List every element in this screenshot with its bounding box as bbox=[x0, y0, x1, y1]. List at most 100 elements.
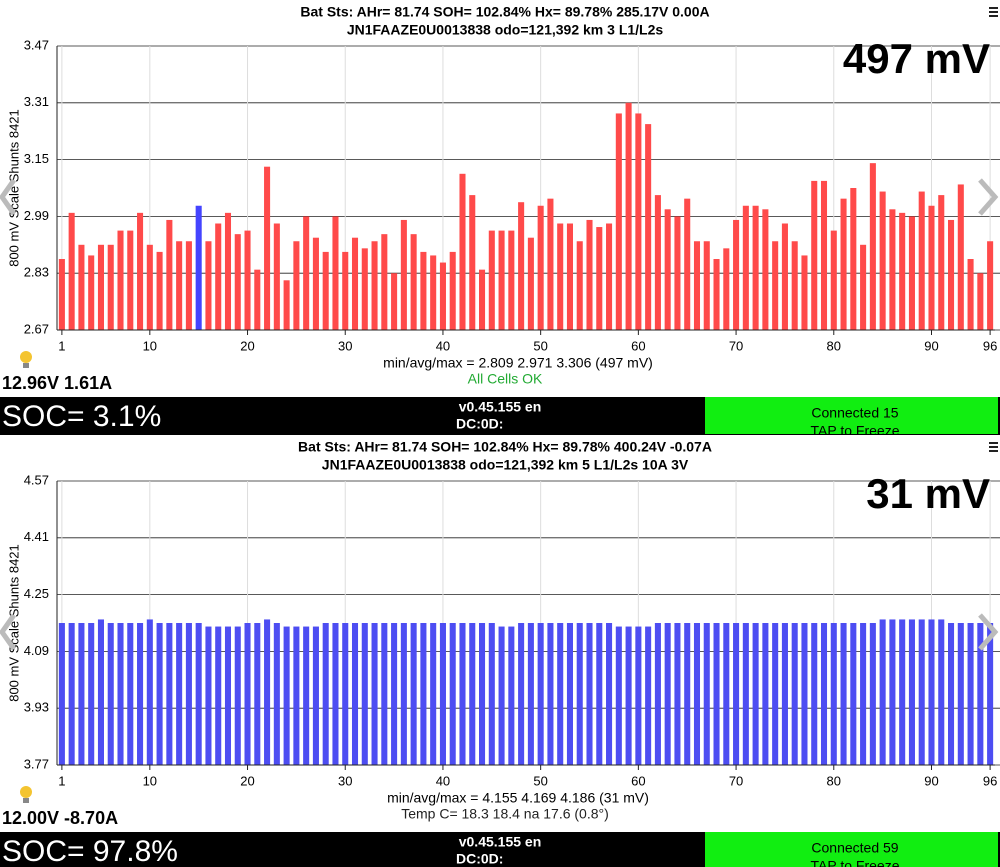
bar[interactable] bbox=[254, 269, 261, 330]
bar[interactable] bbox=[410, 234, 417, 330]
bar[interactable] bbox=[68, 623, 75, 765]
bar[interactable] bbox=[557, 223, 564, 331]
bar[interactable] bbox=[479, 623, 486, 765]
bar[interactable] bbox=[781, 623, 788, 765]
bar[interactable] bbox=[127, 623, 134, 765]
bar[interactable] bbox=[469, 195, 476, 330]
bar[interactable] bbox=[400, 219, 407, 330]
connect-bg[interactable] bbox=[705, 832, 998, 867]
bar[interactable] bbox=[899, 619, 906, 765]
bar[interactable] bbox=[703, 241, 710, 330]
menu-icon[interactable] bbox=[989, 7, 998, 9]
bar[interactable] bbox=[742, 623, 749, 765]
bar[interactable] bbox=[811, 623, 818, 765]
bar[interactable] bbox=[97, 244, 104, 330]
bar[interactable] bbox=[303, 626, 310, 765]
bar[interactable] bbox=[361, 248, 368, 330]
bar[interactable] bbox=[224, 212, 232, 330]
bar[interactable] bbox=[586, 219, 593, 330]
bar[interactable] bbox=[381, 623, 388, 765]
bar[interactable] bbox=[987, 623, 994, 765]
bar[interactable] bbox=[215, 626, 222, 765]
bar[interactable] bbox=[479, 269, 486, 330]
bar[interactable] bbox=[801, 623, 808, 765]
menu-icon[interactable] bbox=[989, 11, 998, 13]
bar[interactable] bbox=[664, 209, 671, 330]
bar[interactable] bbox=[498, 626, 505, 765]
menu-icon[interactable] bbox=[989, 446, 998, 448]
bar[interactable] bbox=[508, 230, 515, 330]
bar[interactable] bbox=[58, 623, 65, 765]
bar[interactable] bbox=[772, 241, 779, 330]
bar[interactable] bbox=[576, 623, 583, 765]
bar[interactable] bbox=[557, 623, 564, 765]
nav-right[interactable] bbox=[978, 613, 999, 651]
bar[interactable] bbox=[977, 273, 984, 330]
bar[interactable] bbox=[811, 180, 818, 330]
bar[interactable] bbox=[576, 241, 583, 330]
bar[interactable] bbox=[693, 623, 701, 765]
bar[interactable] bbox=[957, 184, 964, 330]
bar[interactable] bbox=[117, 230, 124, 330]
bar[interactable] bbox=[498, 230, 505, 330]
bar[interactable] bbox=[332, 623, 339, 765]
bar[interactable] bbox=[78, 244, 85, 330]
bar[interactable] bbox=[518, 202, 525, 330]
bar[interactable] bbox=[723, 248, 730, 330]
bar[interactable] bbox=[752, 623, 759, 765]
bar[interactable] bbox=[361, 623, 368, 765]
bar[interactable] bbox=[68, 212, 75, 330]
bar[interactable] bbox=[830, 230, 837, 330]
bar[interactable] bbox=[840, 198, 847, 330]
bar[interactable] bbox=[703, 623, 710, 765]
bar[interactable] bbox=[58, 259, 65, 330]
bar[interactable] bbox=[195, 205, 202, 330]
bar[interactable] bbox=[537, 623, 544, 765]
bar[interactable] bbox=[586, 623, 593, 765]
bar[interactable] bbox=[264, 166, 271, 330]
bar[interactable] bbox=[606, 223, 613, 331]
tap-freeze[interactable]: TAP to Freeze bbox=[811, 423, 900, 439]
bar[interactable] bbox=[322, 623, 329, 765]
bar[interactable] bbox=[176, 623, 183, 765]
bar[interactable] bbox=[234, 626, 241, 765]
nav-left[interactable] bbox=[0, 613, 17, 651]
bar[interactable] bbox=[430, 255, 437, 330]
bar[interactable] bbox=[410, 623, 417, 765]
connected[interactable]: Connected 15 bbox=[811, 405, 898, 421]
bar[interactable] bbox=[293, 626, 300, 765]
bar[interactable] bbox=[371, 241, 378, 330]
bar[interactable] bbox=[615, 626, 622, 765]
bar[interactable] bbox=[645, 626, 652, 765]
menu-icon[interactable] bbox=[989, 442, 998, 444]
bar[interactable] bbox=[127, 230, 134, 330]
bar[interactable] bbox=[967, 259, 974, 330]
bar[interactable] bbox=[664, 623, 671, 765]
bar[interactable] bbox=[146, 244, 153, 330]
bar[interactable] bbox=[967, 623, 974, 765]
bar[interactable] bbox=[654, 195, 661, 330]
bar[interactable] bbox=[117, 623, 124, 765]
bar[interactable] bbox=[88, 623, 95, 765]
bar[interactable] bbox=[459, 173, 466, 330]
bar[interactable] bbox=[684, 198, 691, 330]
bar[interactable] bbox=[195, 623, 202, 765]
bar[interactable] bbox=[391, 623, 398, 765]
bar[interactable] bbox=[820, 180, 828, 330]
bar[interactable] bbox=[156, 251, 163, 330]
bar[interactable] bbox=[938, 195, 945, 330]
bar[interactable] bbox=[938, 619, 945, 765]
bar[interactable] bbox=[518, 623, 525, 765]
bar[interactable] bbox=[107, 623, 114, 765]
bar[interactable] bbox=[596, 623, 603, 765]
bar[interactable] bbox=[137, 623, 144, 765]
bar[interactable] bbox=[351, 237, 359, 330]
bar[interactable] bbox=[635, 626, 642, 765]
bar[interactable] bbox=[762, 623, 769, 765]
bar[interactable] bbox=[918, 191, 925, 330]
bar[interactable] bbox=[215, 223, 222, 331]
bar[interactable] bbox=[137, 212, 144, 330]
bar[interactable] bbox=[869, 163, 876, 330]
bar[interactable] bbox=[312, 237, 319, 330]
bar[interactable] bbox=[322, 251, 329, 330]
